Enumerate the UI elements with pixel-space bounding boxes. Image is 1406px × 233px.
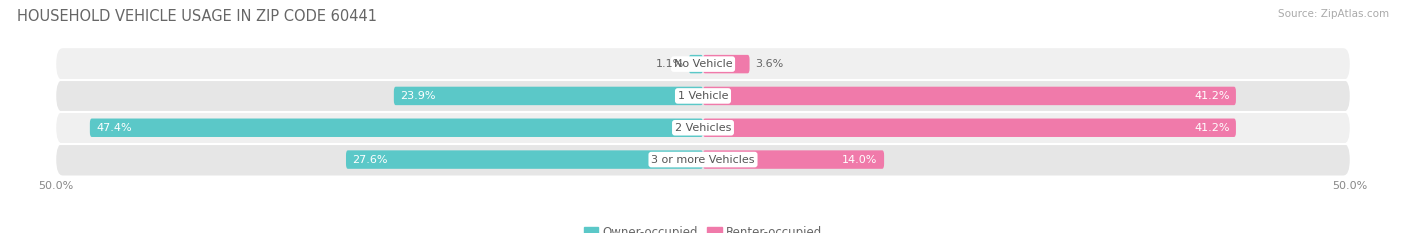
Text: 47.4%: 47.4% [97,123,132,133]
Text: 41.2%: 41.2% [1194,91,1229,101]
FancyBboxPatch shape [394,87,703,105]
Text: 23.9%: 23.9% [401,91,436,101]
FancyBboxPatch shape [56,80,1350,112]
Text: 3 or more Vehicles: 3 or more Vehicles [651,154,755,164]
Text: HOUSEHOLD VEHICLE USAGE IN ZIP CODE 60441: HOUSEHOLD VEHICLE USAGE IN ZIP CODE 6044… [17,9,377,24]
Text: 2 Vehicles: 2 Vehicles [675,123,731,133]
FancyBboxPatch shape [703,119,1236,137]
Text: 27.6%: 27.6% [353,154,388,164]
FancyBboxPatch shape [689,55,703,73]
FancyBboxPatch shape [703,87,1236,105]
Text: 1.1%: 1.1% [655,59,683,69]
FancyBboxPatch shape [90,119,703,137]
FancyBboxPatch shape [703,55,749,73]
FancyBboxPatch shape [346,150,703,169]
FancyBboxPatch shape [703,150,884,169]
Text: 41.2%: 41.2% [1194,123,1229,133]
Text: 14.0%: 14.0% [842,154,877,164]
Text: No Vehicle: No Vehicle [673,59,733,69]
FancyBboxPatch shape [56,144,1350,175]
Text: 1 Vehicle: 1 Vehicle [678,91,728,101]
Text: Source: ZipAtlas.com: Source: ZipAtlas.com [1278,9,1389,19]
Text: 3.6%: 3.6% [755,59,783,69]
FancyBboxPatch shape [56,112,1350,144]
FancyBboxPatch shape [56,48,1350,80]
Legend: Owner-occupied, Renter-occupied: Owner-occupied, Renter-occupied [583,226,823,233]
